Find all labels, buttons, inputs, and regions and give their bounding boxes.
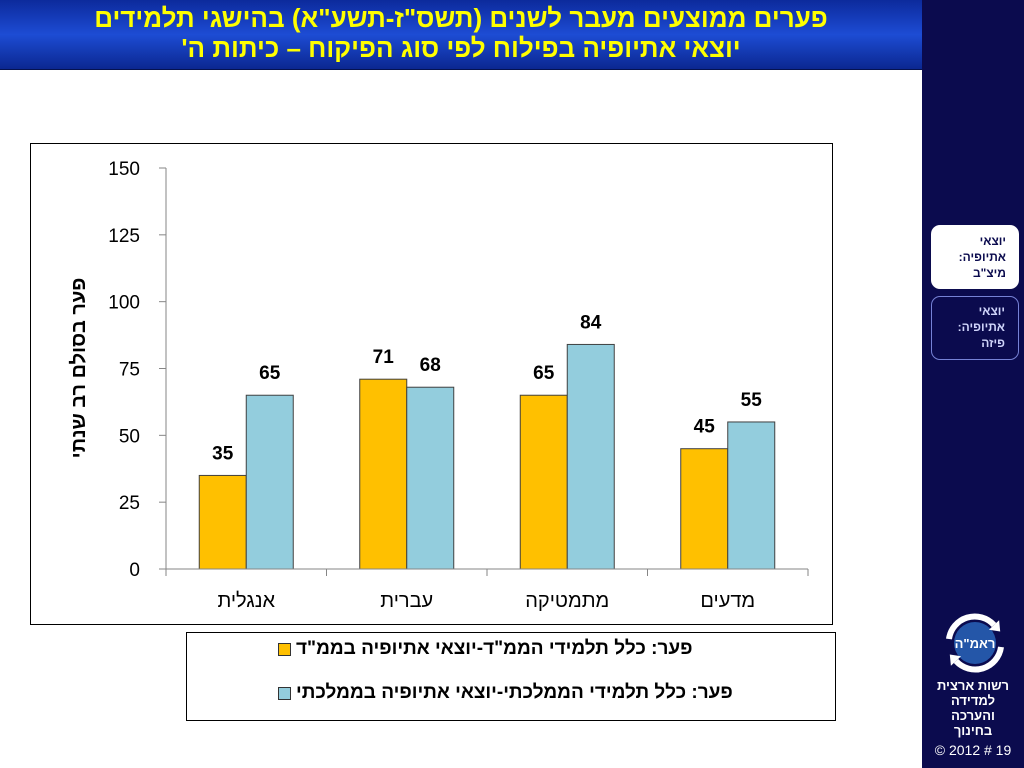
value-label-series-2-category-4: 55: [741, 390, 763, 411]
value-label-series-2-category-3: 84: [580, 312, 602, 333]
legend-swatch-orange: [278, 642, 291, 656]
value-label-series-2-category-2: 68: [420, 355, 441, 376]
tab-label-line: פיזה: [981, 336, 1005, 350]
bar-series-2-category-1: [245, 394, 294, 570]
bar-series-1-category-3: [519, 394, 568, 570]
y-axis-title: פער בסולם רב שנתי: [68, 278, 90, 459]
navigation-sidebar: יוצאי אתיופיה: מיצ"ב יוצאי אתיופיה: פיזה…: [922, 0, 1024, 768]
bar-series-2-category-3: [566, 343, 615, 570]
y-tick-label: 50: [119, 426, 140, 447]
y-tick-label: 150: [108, 159, 140, 180]
bar-series-1-category-4: [680, 448, 729, 570]
y-tick-label: 125: [108, 226, 140, 247]
bar-series-1-category-1: [198, 474, 247, 570]
y-tick-label: 75: [119, 360, 140, 381]
slide-title-line-1: פערים ממוצעים מעבר לשנים (תשס"ז-תשע"א) ב…: [94, 3, 828, 33]
value-label-series-1-category-3: 65: [533, 363, 555, 384]
org-line: למדידה: [950, 693, 996, 708]
rama-logo-icon: ראמ"ה: [946, 613, 1004, 673]
legend-label-series-1: פער: כלל תלמידי הממ"ד-יוצאי אתיופיה בממ"…: [296, 638, 693, 659]
logo-arrowhead-bottom: [949, 654, 962, 666]
value-label-series-1-category-2: 71: [373, 347, 395, 368]
org-line: והערכה: [951, 708, 995, 723]
org-line: רשות ארצית: [936, 678, 1010, 693]
chart-canvas: פער בסולם רב שנתי 0 25 50 75 100 125 150 35 71 65 4…: [68, 159, 809, 612]
y-tick-label: 0: [129, 560, 140, 581]
y-tick-label: 100: [108, 293, 140, 314]
logo-inner-circle: [954, 622, 996, 664]
tab-label-line: אתיופיה:: [958, 250, 1006, 264]
legend-item-series-2: פער: כלל תלמידי הממלכתי-יוצאי אתיופיה במ…: [278, 681, 733, 705]
tab-label-line: מיצ"ב: [972, 266, 1006, 280]
logo-arrow-top: [946, 613, 997, 640]
tab-ethiopian-pisa[interactable]: יוצאי אתיופיה: פיזה: [931, 296, 1019, 360]
value-label-series-1-category-1: 35: [212, 443, 234, 464]
logo-arrow-bottom: [953, 646, 1004, 673]
category-label: אנגלית: [217, 590, 275, 612]
legend-label-series-2: פער: כלל תלמידי הממלכתי-יוצאי אתיופיה במ…: [296, 682, 733, 703]
tab-ethiopian-meitzav[interactable]: יוצאי אתיופיה: מיצ"ב: [931, 225, 1019, 289]
y-tick-label: 25: [119, 493, 140, 514]
category-label: מתמטיקה: [525, 590, 609, 612]
bar-chart: פער בסולם רב שנתי 0 25 50 75 100 125 150 35 71 65 4…: [30, 143, 833, 625]
logo-arrowhead-top: [988, 620, 1001, 632]
tab-label-line: יוצאי: [979, 234, 1006, 248]
slide-title-bar: פערים ממוצעים מעבר לשנים (תשס"ז-תשע"א) ב…: [0, 0, 922, 70]
slide-footer: © 2012 # 19: [934, 742, 1012, 758]
chart-legend: פער: כלל תלמידי הממ"ד-יוצאי אתיופיה בממ"…: [186, 632, 836, 721]
bar-series-2-category-4: [727, 421, 776, 570]
category-label: מדעים: [700, 590, 755, 612]
org-line: בחינוך: [953, 723, 993, 738]
legend-swatch-blue: [278, 686, 291, 700]
bar-series-2-category-2: [406, 386, 455, 570]
bar-series-1-category-2: [359, 378, 408, 570]
logo-text: ראמ"ה: [955, 636, 996, 651]
category-label: עברית: [380, 590, 433, 612]
tab-label-line: אתיופיה:: [957, 320, 1005, 334]
value-label-series-2-category-1: 65: [259, 363, 281, 384]
slide-title-line-2: יוצאי אתיופיה בפילוח לפי סוג הפיקוח – כי…: [181, 33, 741, 63]
tab-label-line: יוצאי: [978, 304, 1005, 318]
value-label-series-1-category-4: 45: [694, 417, 716, 438]
legend-item-series-1: פער: כלל תלמידי הממ"ד-יוצאי אתיופיה בממ"…: [278, 637, 693, 661]
organization-name: רשות ארצית למדידה והערכה בחינוך: [922, 678, 1024, 738]
